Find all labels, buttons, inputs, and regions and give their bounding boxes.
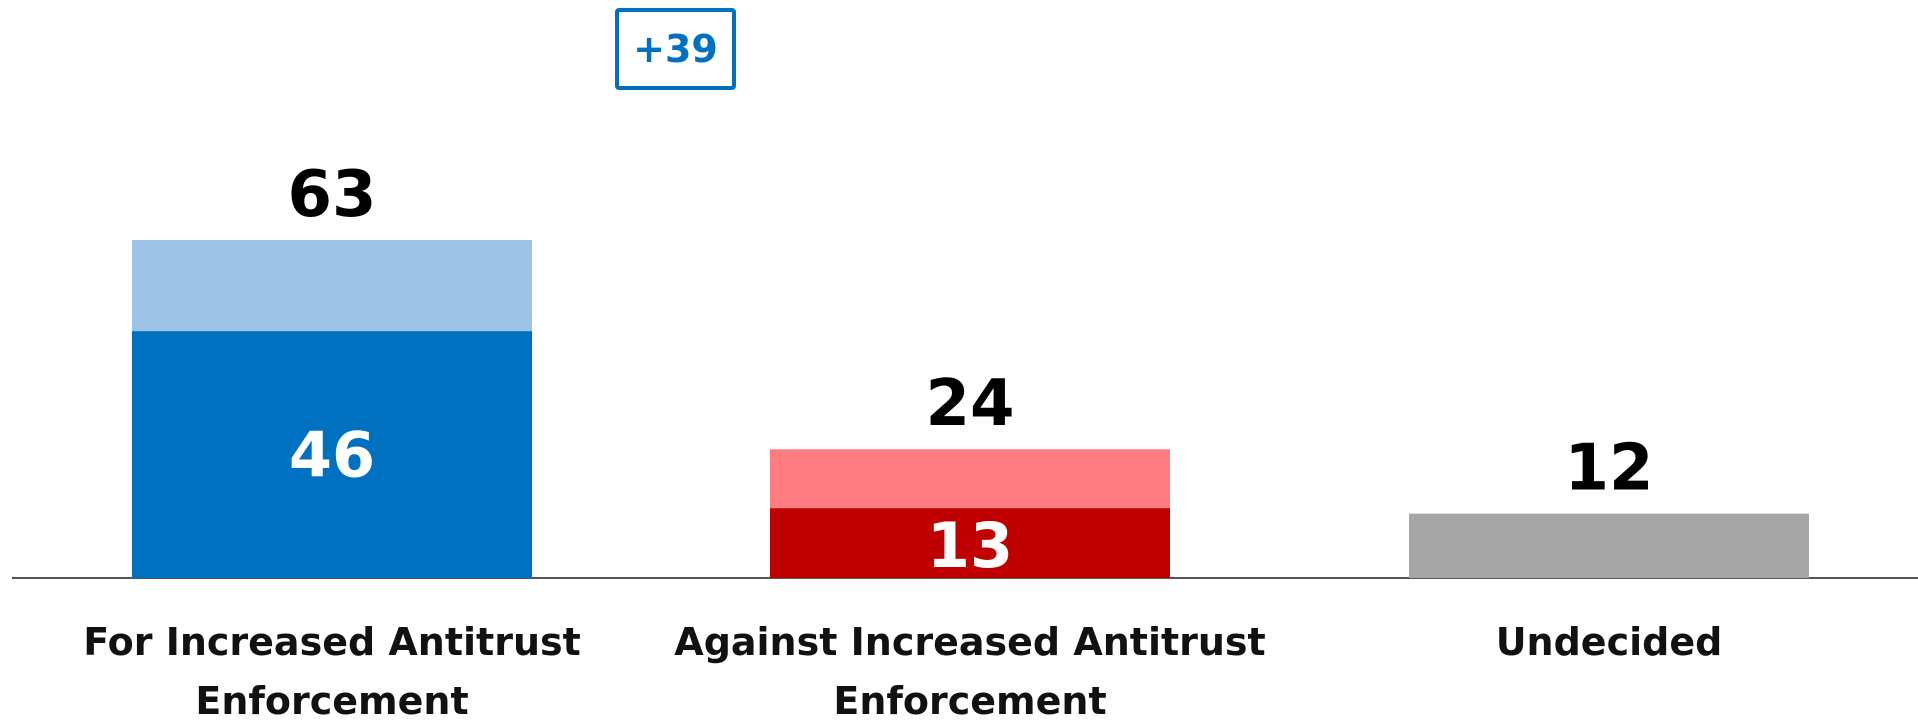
against-category-label-line-2: Enforcement xyxy=(833,679,1106,720)
for-strong-value-label: 46 xyxy=(289,419,375,492)
undecided-category-label-line-1: Undecided xyxy=(1496,620,1723,664)
difference-label: +39 xyxy=(633,27,718,71)
against-strong-value-label: 13 xyxy=(927,509,1013,582)
undecided-total-bar xyxy=(1409,513,1809,578)
for-category-label-line-2: Enforcement xyxy=(195,679,468,720)
for-total-value-label: 63 xyxy=(287,158,376,232)
for-category-label-line-1: For Increased Antitrust xyxy=(83,620,581,664)
against-category-label-line-1: Against Increased Antitrust xyxy=(674,620,1265,664)
difference-box xyxy=(615,8,736,90)
against-strong-bar xyxy=(770,508,1170,578)
bars-group xyxy=(132,240,1809,578)
undecided-total-value-label: 12 xyxy=(1564,432,1653,506)
against-total-value-label: 24 xyxy=(925,367,1014,441)
labels-group: 46 63 For Increased Antitrust Enforcement 13… xyxy=(83,158,1722,720)
for-strong-bar xyxy=(132,331,532,578)
